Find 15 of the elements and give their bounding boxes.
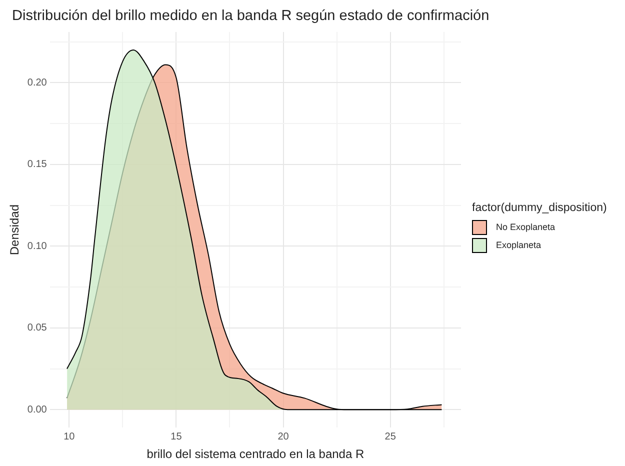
x-tick-label: 25 (384, 431, 396, 442)
legend-label: No Exoplaneta (496, 222, 556, 232)
chart-title: Distribución del brillo medido en la banda R según estado de confirmación (12, 8, 490, 24)
y-tick-label: 0.10 (27, 240, 48, 252)
x-tick-label: 15 (170, 431, 182, 442)
y-tick-label: 0.00 (27, 404, 48, 416)
legend-label: Exoplaneta (496, 240, 542, 250)
legend-title: factor(dummy_disposition) (472, 202, 607, 214)
y-tick-label: 0.05 (27, 322, 48, 334)
y-axis-title: Densidad (8, 204, 22, 256)
y-tick-label: 0.20 (27, 77, 48, 88)
x-tick-label: 10 (64, 431, 76, 442)
x-tick-label: 20 (278, 431, 290, 442)
x-axis-title: brillo del sistema centrado en la banda R (146, 447, 364, 462)
y-tick-label: 0.15 (27, 159, 48, 170)
